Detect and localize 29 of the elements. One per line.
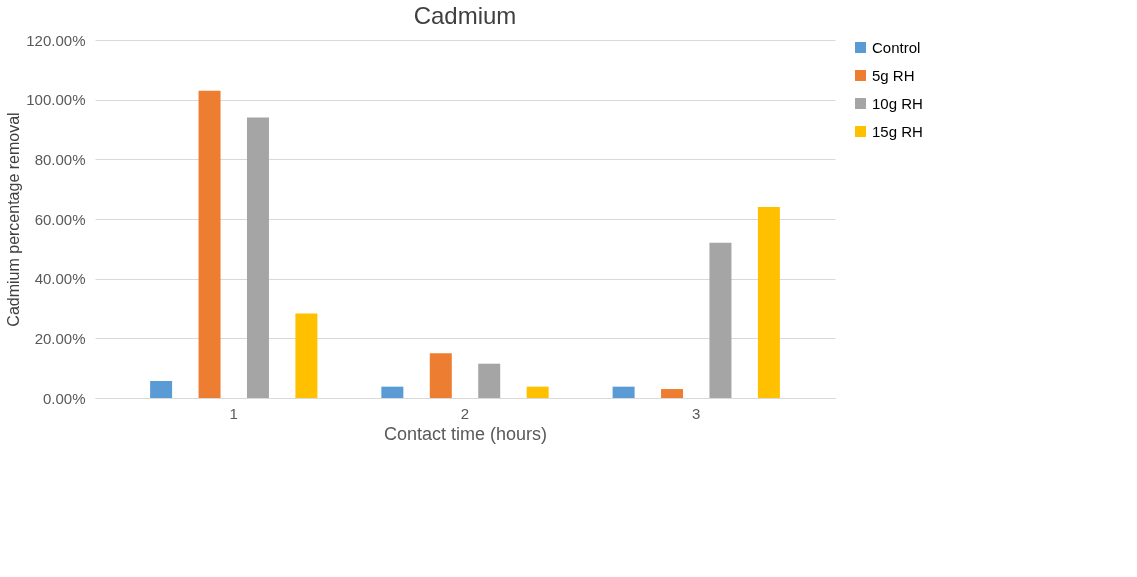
bar	[526, 386, 549, 398]
legend-label: 15g RH	[872, 122, 923, 140]
y-tick-label: 40.00%	[34, 270, 86, 288]
bar	[661, 389, 684, 398]
y-tick-label: 20.00%	[34, 329, 86, 347]
legend-label: 10g RH	[872, 94, 923, 112]
bar	[295, 313, 318, 398]
bar	[709, 242, 732, 398]
legend-label: Control	[872, 38, 921, 56]
x-tick-label: 1	[229, 404, 238, 422]
y-tick-label: 80.00%	[34, 150, 86, 168]
bar	[381, 386, 404, 398]
bar	[478, 363, 501, 398]
legend-label: 5g RH	[872, 66, 915, 84]
bar	[198, 90, 221, 398]
y-tick-label: 120.00%	[26, 31, 86, 49]
y-axis-title: Cadmium percentage removal	[5, 112, 23, 327]
bar	[150, 381, 173, 398]
bar	[246, 117, 269, 398]
bar	[757, 207, 780, 398]
chart-title: Cadmium	[413, 2, 517, 29]
bar	[429, 353, 452, 398]
x-tick-label: 3	[692, 404, 701, 422]
y-tick-label: 0.00%	[42, 389, 86, 407]
x-tick-label: 2	[460, 404, 470, 422]
bar	[612, 386, 635, 398]
y-tick-label: 60.00%	[34, 210, 86, 228]
y-tick-label: 100.00%	[26, 91, 86, 109]
x-axis-title: Contact time (hours)	[383, 423, 548, 444]
